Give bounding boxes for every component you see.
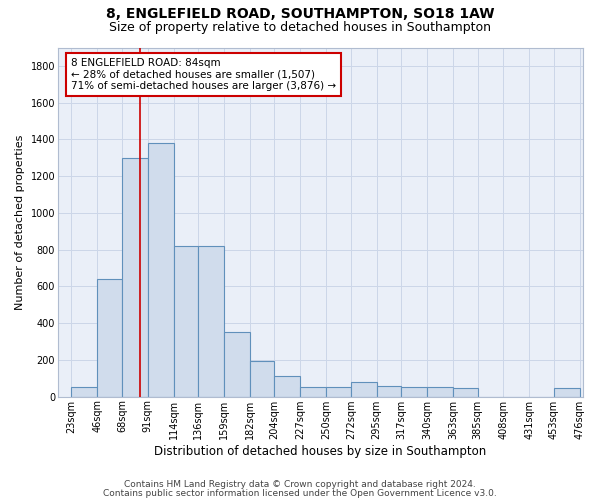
Bar <box>122 158 148 396</box>
Bar <box>401 386 427 396</box>
Bar <box>351 382 377 396</box>
Bar <box>554 388 580 396</box>
Bar <box>274 376 300 396</box>
Bar <box>198 246 224 396</box>
Bar <box>71 386 97 396</box>
Text: Contains HM Land Registry data © Crown copyright and database right 2024.: Contains HM Land Registry data © Crown c… <box>124 480 476 489</box>
Bar <box>453 388 478 396</box>
Bar <box>173 246 198 396</box>
Text: 8 ENGLEFIELD ROAD: 84sqm
← 28% of detached houses are smaller (1,507)
71% of sem: 8 ENGLEFIELD ROAD: 84sqm ← 28% of detach… <box>71 58 336 91</box>
Bar <box>427 386 453 396</box>
Bar <box>148 143 173 397</box>
Bar <box>300 386 326 396</box>
Text: Contains public sector information licensed under the Open Government Licence v3: Contains public sector information licen… <box>103 489 497 498</box>
Y-axis label: Number of detached properties: Number of detached properties <box>15 134 25 310</box>
Text: 8, ENGLEFIELD ROAD, SOUTHAMPTON, SO18 1AW: 8, ENGLEFIELD ROAD, SOUTHAMPTON, SO18 1A… <box>106 8 494 22</box>
Bar <box>326 386 351 396</box>
X-axis label: Distribution of detached houses by size in Southampton: Distribution of detached houses by size … <box>154 444 487 458</box>
Bar <box>224 332 250 396</box>
Text: Size of property relative to detached houses in Southampton: Size of property relative to detached ho… <box>109 21 491 34</box>
Bar <box>250 361 274 396</box>
Bar <box>377 386 401 396</box>
Bar <box>97 279 122 396</box>
